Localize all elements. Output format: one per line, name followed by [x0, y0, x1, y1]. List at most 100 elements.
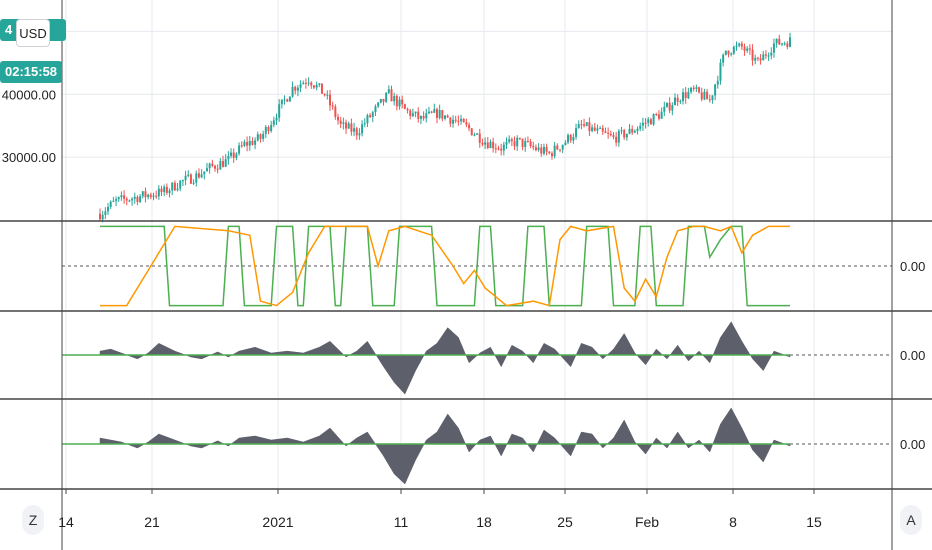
- candle-body: [235, 153, 238, 158]
- candle-body: [107, 206, 110, 212]
- candle-body: [633, 130, 636, 133]
- candle-body: [310, 82, 313, 86]
- time-tick-label: 11: [394, 514, 409, 530]
- candle-body: [315, 84, 318, 88]
- candle-body: [612, 135, 615, 137]
- candle-body: [179, 180, 182, 189]
- candle-body: [548, 151, 551, 154]
- histogram-pane-3: [62, 407, 892, 485]
- candle-body: [780, 43, 783, 45]
- candle-body: [516, 137, 519, 147]
- currency-button[interactable]: USD: [16, 19, 50, 47]
- candle-body: [676, 97, 679, 102]
- candle-body: [641, 122, 644, 126]
- candle-body: [195, 173, 198, 183]
- candle-body: [197, 173, 200, 178]
- candle-body: [171, 182, 174, 191]
- candle-body: [323, 93, 326, 96]
- candle-body: [706, 91, 709, 100]
- candle-body: [762, 54, 765, 61]
- candle-body: [529, 141, 532, 146]
- candle-body: [593, 127, 596, 131]
- candle-body: [585, 122, 588, 126]
- candle-body: [770, 52, 773, 56]
- time-tick-label: Feb: [635, 514, 659, 530]
- candle-body: [312, 85, 315, 88]
- price-tick-label: 40000.00: [2, 87, 56, 102]
- candle-body: [481, 142, 484, 145]
- candle-body: [163, 186, 166, 193]
- candle-body: [754, 57, 757, 61]
- candle-body: [556, 145, 559, 150]
- candle-body: [422, 115, 425, 119]
- candle-body: [425, 113, 428, 119]
- candle-body: [307, 82, 310, 84]
- candle-body: [540, 147, 543, 154]
- candle-body: [719, 62, 722, 81]
- time-tick-label: 18: [476, 514, 492, 530]
- candle-body: [492, 141, 495, 149]
- candle-body: [294, 86, 297, 91]
- candle-body: [275, 117, 278, 121]
- candle-body: [639, 125, 642, 129]
- candle-body: [160, 188, 163, 193]
- candle-body: [588, 122, 591, 132]
- candle-body: [270, 124, 273, 132]
- orange-oscillator-line: [100, 225, 790, 307]
- candle-body: [684, 92, 687, 99]
- candle-body: [500, 148, 503, 151]
- candle-body: [502, 144, 505, 151]
- candle-body: [155, 195, 158, 197]
- candle-body: [708, 99, 711, 101]
- candle-body: [120, 195, 123, 198]
- candle-body: [189, 174, 192, 184]
- candle-body: [112, 200, 115, 202]
- candle-body: [727, 50, 730, 55]
- countdown-badge: 02:15:58: [0, 61, 63, 83]
- candle-body: [764, 54, 767, 56]
- candle-body: [682, 92, 685, 102]
- candle-body: [144, 191, 147, 198]
- candle-body: [756, 57, 759, 59]
- histogram-area: [99, 321, 791, 395]
- candle-body: [478, 133, 481, 143]
- candle-body: [329, 94, 331, 106]
- candle-body: [430, 111, 433, 113]
- candle-body: [615, 136, 618, 143]
- candle-body: [379, 98, 382, 103]
- candle-body: [395, 95, 398, 107]
- candle-body: [401, 99, 404, 105]
- candle-body: [427, 111, 430, 114]
- candle-body: [109, 201, 112, 207]
- candle-body: [441, 110, 444, 119]
- candle-body: [564, 142, 567, 145]
- candle-body: [698, 87, 701, 93]
- candle-body: [345, 122, 348, 129]
- price-pane: [62, 30, 892, 223]
- candle-body: [625, 133, 628, 138]
- candle-body: [227, 155, 230, 160]
- candle-body: [783, 43, 786, 45]
- zoom-button[interactable]: Z: [22, 505, 44, 535]
- candle-body: [457, 120, 460, 122]
- candle-body: [732, 46, 735, 54]
- auto-scale-button[interactable]: A: [900, 505, 922, 535]
- candle-body: [181, 180, 184, 182]
- candle-body: [414, 111, 417, 114]
- candle-body: [545, 146, 548, 152]
- time-axis: 14 21 2021 11 18 25 Feb 8 15: [58, 489, 822, 530]
- candle-body: [746, 48, 749, 51]
- candle-body: [157, 188, 160, 197]
- candle-body: [444, 115, 446, 119]
- candle-body: [326, 94, 329, 96]
- candle-body: [655, 114, 658, 116]
- candle-body: [387, 89, 390, 93]
- candle-body: [222, 161, 225, 167]
- candle-body: [165, 186, 168, 193]
- candle-body: [205, 168, 208, 172]
- candle-body: [136, 196, 139, 202]
- candle-body: [230, 152, 233, 156]
- candle-body: [652, 114, 655, 125]
